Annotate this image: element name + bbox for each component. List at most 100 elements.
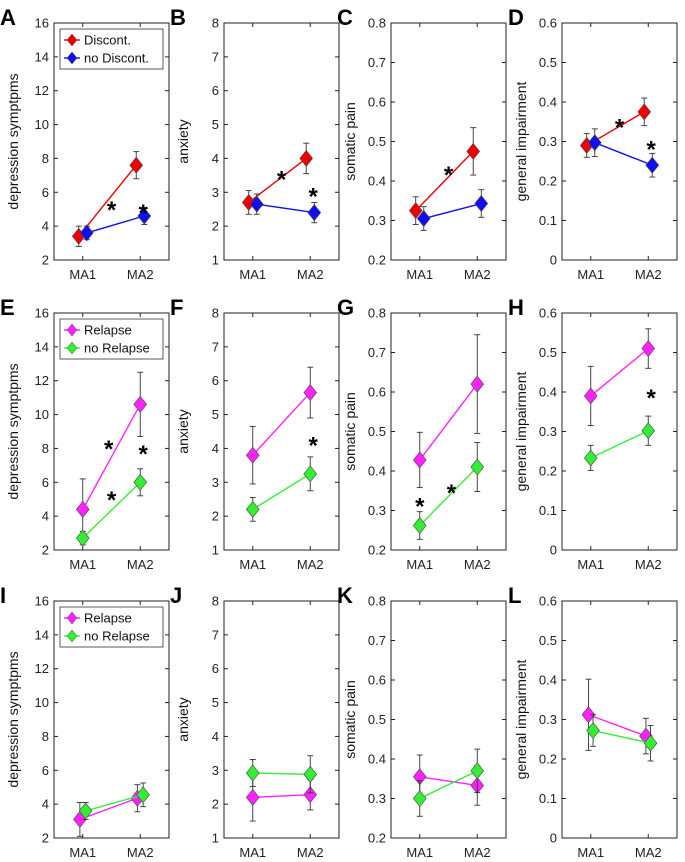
data-point bbox=[412, 517, 427, 534]
y-tick-label: 2 bbox=[212, 509, 219, 524]
y-tick-label: 0 bbox=[550, 831, 557, 846]
y-tick-label: 0.7 bbox=[368, 345, 386, 360]
data-point bbox=[133, 395, 148, 413]
y-tick-label: 0.1 bbox=[539, 213, 557, 228]
y-tick-label: 0.2 bbox=[368, 543, 386, 558]
series-line bbox=[256, 203, 315, 214]
axes-box bbox=[390, 312, 507, 551]
y-tick-label: 8 bbox=[42, 441, 49, 456]
panel-i: 2 4 6 8 10 12 14 16 MA1 MA2 depression symptpms I Re… bbox=[0, 583, 170, 860]
y-tick-label: 7 bbox=[212, 49, 219, 64]
panel-g: 0.2 0.3 0.4 0.5 0.6 0.7 0.8 MA1 MA2 somatic pain G… bbox=[337, 295, 507, 572]
series-line bbox=[79, 797, 138, 821]
data-point bbox=[133, 473, 148, 491]
panel-b: 1 2 3 4 5 6 7 8 MA1 MA2 anxiety B * * bbox=[170, 5, 340, 282]
x-tick-label: MA2 bbox=[464, 845, 491, 860]
data-point bbox=[75, 529, 90, 547]
data-point bbox=[637, 103, 652, 121]
y-tick-label: 0.6 bbox=[368, 95, 386, 110]
y-tick-label: 3 bbox=[212, 763, 219, 778]
y-axis-label: anxiety bbox=[175, 119, 191, 163]
panel-letter: G bbox=[337, 295, 354, 320]
x-tick-label: MA1 bbox=[577, 267, 604, 282]
y-tick-label: 12 bbox=[35, 373, 49, 388]
y-tick-label: 0.2 bbox=[539, 464, 557, 479]
legend-marker bbox=[66, 323, 78, 337]
y-tick-label: 1 bbox=[212, 831, 219, 846]
y-tick-label: 0 bbox=[550, 543, 557, 558]
panel-letter: F bbox=[170, 295, 183, 320]
y-tick-label: 0.2 bbox=[539, 752, 557, 767]
data-point bbox=[78, 802, 93, 820]
x-tick-label: MA2 bbox=[127, 267, 154, 282]
panel-letter: H bbox=[508, 295, 524, 320]
significance-star: * bbox=[104, 436, 114, 463]
axes-box bbox=[53, 600, 170, 839]
y-tick-label: 1 bbox=[212, 543, 219, 558]
y-tick-label: 8 bbox=[212, 594, 219, 609]
y-axis-label: anxiety bbox=[175, 697, 191, 741]
legend-entry: Relapse bbox=[84, 611, 132, 626]
series-line bbox=[252, 772, 311, 776]
panel-j: 1 2 3 4 5 6 7 8 MA1 MA2 anxiety J bbox=[170, 583, 340, 860]
y-tick-label: 0.2 bbox=[368, 831, 386, 846]
series-line bbox=[419, 776, 478, 787]
y-tick-label: 10 bbox=[35, 695, 49, 710]
y-tick-label: 0.3 bbox=[539, 134, 557, 149]
x-tick-label: MA2 bbox=[635, 845, 662, 860]
legend-box bbox=[59, 28, 164, 70]
y-tick-label: 14 bbox=[35, 339, 49, 354]
y-tick-label: 5 bbox=[212, 695, 219, 710]
y-axis-label: somatic pain bbox=[342, 392, 358, 471]
x-tick-label: MA2 bbox=[297, 845, 324, 860]
series-line bbox=[592, 729, 651, 744]
x-tick-label: MA2 bbox=[127, 845, 154, 860]
significance-star: * bbox=[138, 200, 148, 227]
x-tick-label: MA1 bbox=[406, 845, 433, 860]
significance-star: * bbox=[447, 480, 457, 507]
x-tick-label: MA1 bbox=[577, 845, 604, 860]
data-point bbox=[641, 340, 656, 358]
data-point bbox=[129, 156, 144, 174]
significance-star: * bbox=[646, 385, 656, 412]
legend-marker bbox=[66, 33, 78, 47]
x-tick-label: MA1 bbox=[239, 845, 266, 860]
y-tick-label: 14 bbox=[35, 627, 49, 642]
series-line bbox=[82, 481, 141, 539]
x-tick-label: MA2 bbox=[297, 267, 324, 282]
axes-box bbox=[223, 22, 340, 261]
y-tick-label: 2 bbox=[212, 797, 219, 812]
panel-letter: D bbox=[508, 5, 524, 30]
data-point bbox=[586, 722, 600, 740]
data-point bbox=[645, 156, 660, 174]
panel-c: 0.2 0.3 0.4 0.5 0.6 0.7 0.8 MA1 MA2 somatic pain C… bbox=[337, 5, 507, 282]
panel-letter: C bbox=[337, 5, 353, 30]
x-tick-label: MA2 bbox=[635, 267, 662, 282]
panel-h: 0 0.1 0.2 0.3 0.4 0.5 0.6 MA1 MA2 general impairm… bbox=[508, 295, 678, 572]
y-tick-label: 0.7 bbox=[368, 55, 386, 70]
y-tick-label: 0.8 bbox=[368, 594, 386, 609]
y-axis-label: somatic pain bbox=[342, 680, 358, 759]
y-tick-label: 0.4 bbox=[368, 464, 386, 479]
y-tick-label: 0.8 bbox=[368, 16, 386, 31]
panel-k: 0.2 0.3 0.4 0.5 0.6 0.7 0.8 MA1 MA2 somatic pain K bbox=[337, 583, 507, 860]
x-tick-label: MA2 bbox=[464, 557, 491, 572]
y-tick-label: 4 bbox=[42, 219, 49, 234]
y-tick-label: 4 bbox=[212, 729, 219, 744]
data-point bbox=[303, 465, 318, 483]
y-tick-label: 4 bbox=[212, 151, 219, 166]
legend-entry: no Discont. bbox=[84, 51, 149, 66]
y-tick-label: 0.5 bbox=[539, 345, 557, 360]
series-line bbox=[419, 770, 478, 800]
y-axis-label: general impairment bbox=[513, 659, 529, 779]
y-tick-label: 6 bbox=[42, 475, 49, 490]
significance-star: * bbox=[444, 162, 454, 189]
y-tick-label: 0.1 bbox=[539, 503, 557, 518]
y-tick-label: 0.5 bbox=[368, 424, 386, 439]
y-tick-label: 0.3 bbox=[368, 503, 386, 518]
series-line bbox=[78, 164, 137, 237]
legend-marker bbox=[66, 51, 78, 65]
x-tick-label: MA1 bbox=[69, 557, 96, 572]
panel-a: 2 4 6 8 10 12 14 16 MA1 MA2 depression symptpms A * *… bbox=[0, 5, 170, 282]
data-point bbox=[307, 204, 322, 222]
